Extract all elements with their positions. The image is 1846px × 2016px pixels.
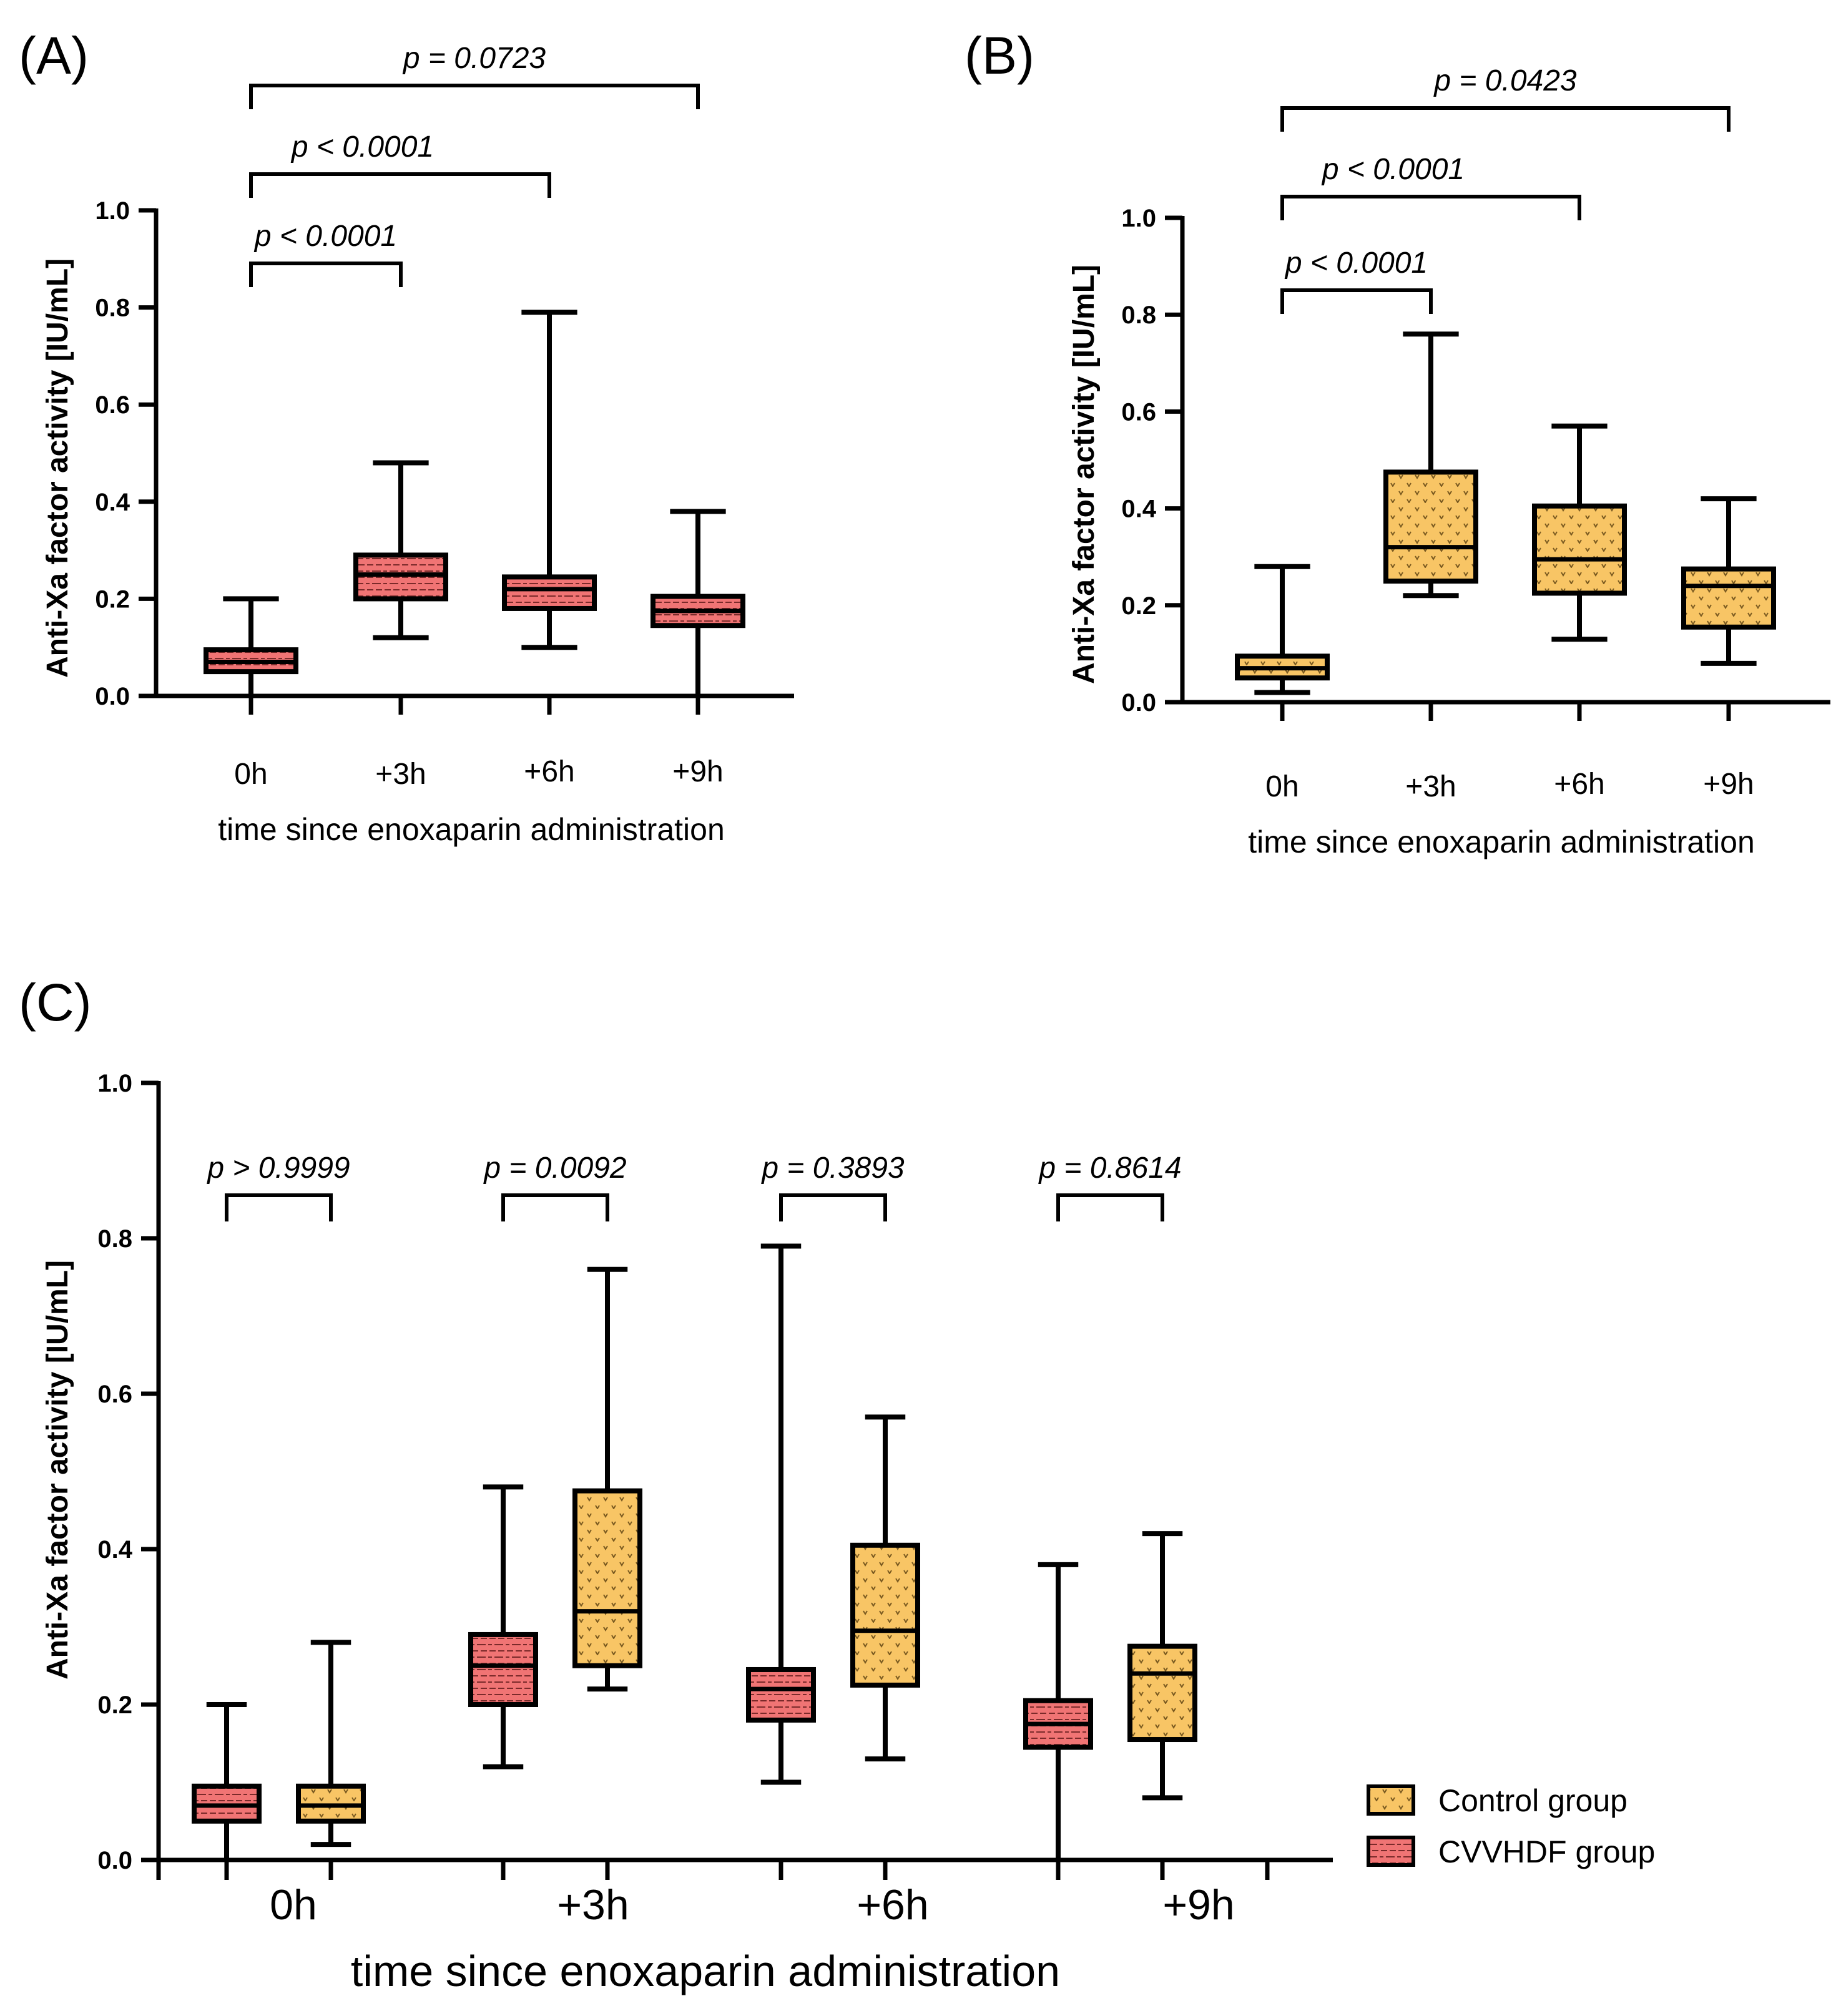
panel-b-x-axis-label: time since enoxaparin administration xyxy=(1248,825,1755,859)
panel-b-y-tick-label: 0.4 xyxy=(1121,496,1156,523)
panel-a-2-box xyxy=(502,574,597,611)
panel-b-y-axis-label: Anti-Xa factor activity [IU/mL] xyxy=(1068,265,1101,684)
panel-b-y-tick-label: 1.0 xyxy=(1121,205,1156,232)
panel-c-category-label: +3h xyxy=(557,1881,629,1929)
panel-a-category-label: +9h xyxy=(672,755,723,788)
panel-a-plot: Anti-Xa factor activity [IU/mL] time sin… xyxy=(41,42,794,847)
panel-c-y-tick-label: 0.4 xyxy=(97,1536,132,1563)
panel-a-y-axis-label: Anti-Xa factor activity [IU/mL] xyxy=(41,258,74,678)
panel-a-category-label: 0h xyxy=(234,758,267,791)
panel-c-cvvhdf-2-box xyxy=(746,1666,816,1723)
panel-b-cmp-2-p-value: p = 0.0423 xyxy=(1433,64,1577,97)
panel-b-category-label: +3h xyxy=(1405,770,1456,803)
panel-b-2-box xyxy=(1532,503,1627,596)
panel-b-y-tick-label: 0.2 xyxy=(1121,592,1156,620)
panel-c-cmp-2-p-value: p = 0.3893 xyxy=(760,1152,905,1185)
panel-b-category-label: 0h xyxy=(1265,770,1299,803)
panel-c-cmp-1-p-value: p = 0.0092 xyxy=(483,1152,626,1185)
panel-c-cmp-3-bracket xyxy=(1056,1193,1164,1221)
panel-c-cvvhdf-1-box xyxy=(468,1632,538,1707)
panel-c-cmp-0-bracket xyxy=(225,1193,333,1221)
panel-a-y-tick-label: 0.0 xyxy=(95,683,130,710)
panel-b-cmp-1-p-value: p < 0.0001 xyxy=(1321,153,1465,186)
panel-a-cmp-2-bracket xyxy=(249,84,700,109)
panel-c-category-label: +6h xyxy=(857,1881,928,1929)
panel-b-cmp-2-bracket xyxy=(1280,106,1731,132)
panel-label-c: (C) xyxy=(19,973,92,1032)
legend-label-control: Control group xyxy=(1438,1783,1628,1818)
panel-b-cmp-0-bracket xyxy=(1280,288,1433,314)
panel-b-3-box xyxy=(1681,566,1776,630)
panel-c-cmp-3-p-value: p = 0.8614 xyxy=(1038,1152,1181,1185)
panel-c-cmp-0-p-value: p > 0.9999 xyxy=(206,1152,350,1185)
panel-a-x-axis-label: time since enoxaparin administration xyxy=(218,812,725,847)
panel-c-plot: Anti-Xa factor activity [IU/mL] time sin… xyxy=(41,1070,1655,1995)
legend: Control group CVVHDF group xyxy=(1367,1783,1655,1869)
panel-c-cmp-2-bracket xyxy=(779,1193,887,1221)
panel-c-y-tick-label: 0.2 xyxy=(97,1691,132,1719)
legend-swatch-control xyxy=(1367,1784,1415,1816)
panel-c-control-1-box xyxy=(572,1488,642,1668)
panel-b-category-label: +6h xyxy=(1554,768,1604,801)
panel-c-x-axis-label: time since enoxaparin administration xyxy=(351,1947,1060,1995)
panel-a-cmp-0-p-value: p < 0.0001 xyxy=(253,220,397,253)
panel-c-y-tick-label: 0.8 xyxy=(97,1225,132,1253)
panel-a-y-tick-label: 0.2 xyxy=(95,585,130,613)
panel-a-category-label: +6h xyxy=(524,755,574,788)
panel-c-y-tick-label: 0.0 xyxy=(97,1847,132,1874)
panel-label-a: (A) xyxy=(19,26,89,85)
panel-b-1-box xyxy=(1383,469,1478,584)
panel-c-y-tick-label: 1.0 xyxy=(97,1070,132,1097)
panel-a-cmp-0-bracket xyxy=(249,262,403,287)
panel-b-cmp-0-p-value: p < 0.0001 xyxy=(1284,247,1428,280)
legend-swatch-cvvhdf xyxy=(1367,1836,1415,1867)
panel-c-y-axis-label: Anti-Xa factor activity [IU/mL] xyxy=(41,1260,74,1680)
panel-b-category-label: +9h xyxy=(1703,768,1754,801)
panel-c-category-label: 0h xyxy=(270,1881,317,1929)
panel-b-y-tick-label: 0.0 xyxy=(1121,689,1156,717)
panel-a-cmp-1-p-value: p < 0.0001 xyxy=(290,130,434,164)
panel-a-y-tick-label: 1.0 xyxy=(95,197,130,225)
panel-a-category-label: +3h xyxy=(375,758,426,791)
panel-b-cmp-1-bracket xyxy=(1280,195,1581,220)
panel-c-category-label: +9h xyxy=(1162,1881,1234,1929)
legend-label-cvvhdf: CVVHDF group xyxy=(1438,1834,1655,1869)
panel-a-1-box xyxy=(353,552,448,602)
panel-c-control-2-box xyxy=(850,1542,920,1688)
panel-b-plot: Anti-Xa factor activity [IU/mL] time sin… xyxy=(1068,64,1830,859)
panel-c-y-tick-label: 0.6 xyxy=(97,1381,132,1408)
panel-a-y-tick-label: 0.4 xyxy=(95,489,130,516)
panel-a-cmp-2-p-value: p = 0.0723 xyxy=(402,42,546,75)
panel-a-y-tick-label: 0.8 xyxy=(95,295,130,322)
panel-a-y-tick-label: 0.6 xyxy=(95,391,130,419)
panel-a-cmp-1-bracket xyxy=(249,172,551,198)
panel-c-control-3-box xyxy=(1127,1643,1197,1743)
panel-c-cmp-1-bracket xyxy=(501,1193,609,1221)
panel-b-y-tick-label: 0.8 xyxy=(1121,301,1156,329)
panel-b-y-tick-label: 0.6 xyxy=(1121,398,1156,426)
panel-label-b: (B) xyxy=(965,26,1034,85)
